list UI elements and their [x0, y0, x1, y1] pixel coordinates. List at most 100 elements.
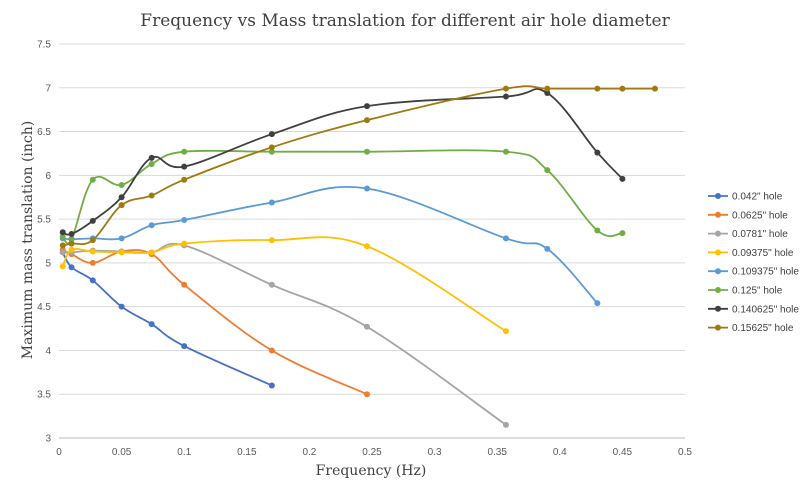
y-tick-label: 4.5 — [37, 302, 51, 313]
legend-swatch-marker — [715, 305, 721, 312]
data-point — [594, 300, 601, 307]
data-point — [118, 194, 125, 201]
data-point — [118, 202, 125, 209]
data-point — [89, 248, 96, 255]
legend-item: 0.042" hole — [708, 192, 783, 203]
data-point — [118, 235, 125, 242]
legend-swatch-marker — [715, 193, 721, 199]
x-tick-label: 0.4 — [553, 447, 567, 458]
data-point — [268, 347, 275, 354]
data-point — [89, 277, 96, 284]
data-point — [68, 240, 75, 247]
y-tick-label: 5.5 — [37, 215, 51, 226]
x-tick-label: 0.1 — [177, 447, 191, 458]
chart-title: Frequency vs Mass translation for differ… — [140, 11, 670, 31]
data-point — [59, 229, 66, 236]
legend-item: 0.15625" hole — [708, 323, 794, 334]
legend-label: 0.0781" hole — [732, 229, 788, 240]
series-3 — [59, 236, 509, 335]
y-axis-title: Maximum mass translation (inch) — [20, 121, 36, 359]
series-5 — [59, 148, 626, 245]
legend-label: 0.125" hole — [732, 286, 783, 297]
y-tick-label: 4 — [45, 346, 51, 357]
data-point — [148, 222, 155, 229]
data-point — [89, 259, 96, 266]
data-point — [544, 245, 551, 252]
x-tick-label: 0.3 — [428, 447, 442, 458]
data-point — [502, 421, 509, 428]
data-point — [89, 217, 96, 224]
data-point — [594, 85, 601, 92]
legend-label: 0.042" hole — [732, 192, 783, 203]
data-point — [268, 199, 275, 206]
data-point — [502, 85, 509, 92]
data-point — [59, 249, 66, 256]
legend-item: 0.0625" hole — [708, 210, 788, 221]
data-point — [181, 343, 188, 350]
legend-label: 0.15625" hole — [732, 323, 794, 334]
data-point — [181, 240, 188, 247]
data-point — [363, 103, 370, 110]
data-point — [181, 148, 188, 155]
data-point — [68, 246, 75, 253]
legend-item: 0.125" hole — [708, 286, 783, 297]
legend-swatch-marker — [715, 287, 721, 293]
series-6 — [59, 88, 626, 237]
data-point — [148, 249, 155, 256]
data-point — [502, 235, 509, 242]
y-tick-label: 6.5 — [37, 127, 51, 138]
data-point — [594, 149, 601, 156]
data-point — [148, 321, 155, 328]
y-tick-label: 3 — [45, 434, 51, 445]
data-point — [363, 391, 370, 398]
data-point — [619, 175, 626, 182]
x-tick-label: 0.15 — [237, 447, 257, 458]
data-point — [68, 264, 75, 271]
data-point — [651, 85, 658, 92]
data-point — [268, 382, 275, 389]
legend-label: 0.109375" hole — [732, 267, 799, 278]
data-point — [268, 131, 275, 138]
legend-swatch-marker — [715, 324, 721, 331]
data-point — [68, 230, 75, 237]
data-point — [544, 167, 551, 174]
data-point — [181, 216, 188, 223]
data-point — [363, 323, 370, 330]
legend-swatch-marker — [715, 268, 721, 275]
legend: 0.042" hole 0.0625" hole 0.0781" hole 0.093… — [708, 192, 799, 334]
data-point — [268, 281, 275, 288]
x-tick-label: 0.5 — [678, 447, 692, 458]
data-point — [89, 176, 96, 183]
data-point — [268, 237, 275, 244]
x-tick-label: 0.45 — [613, 447, 633, 458]
data-point — [118, 181, 125, 188]
legend-item: 0.0781" hole — [708, 229, 788, 240]
data-point — [148, 154, 155, 161]
x-tick-label: 0 — [56, 447, 62, 458]
data-point — [89, 237, 96, 244]
data-point — [148, 160, 155, 167]
legend-label: 0.09375" hole — [732, 248, 794, 259]
y-tick-label: 6 — [45, 171, 51, 182]
data-point — [181, 281, 188, 288]
data-point — [502, 148, 509, 155]
data-point — [363, 117, 370, 124]
data-point — [594, 227, 601, 234]
data-point — [363, 148, 370, 155]
data-point — [544, 90, 551, 97]
data-point — [59, 263, 66, 270]
series-7 — [59, 85, 658, 249]
data-point — [619, 230, 626, 237]
data-point — [68, 236, 75, 243]
data-point — [59, 233, 66, 240]
y-tick-label: 7 — [45, 83, 51, 94]
data-point — [363, 185, 370, 192]
y-tick-label: 5 — [45, 258, 51, 269]
grid — [59, 43, 685, 439]
legend-swatch-marker — [715, 249, 721, 256]
x-tick-label: 0.35 — [487, 447, 507, 458]
x-tick-label: 0.2 — [302, 447, 316, 458]
legend-item: 0.109375" hole — [708, 267, 799, 278]
